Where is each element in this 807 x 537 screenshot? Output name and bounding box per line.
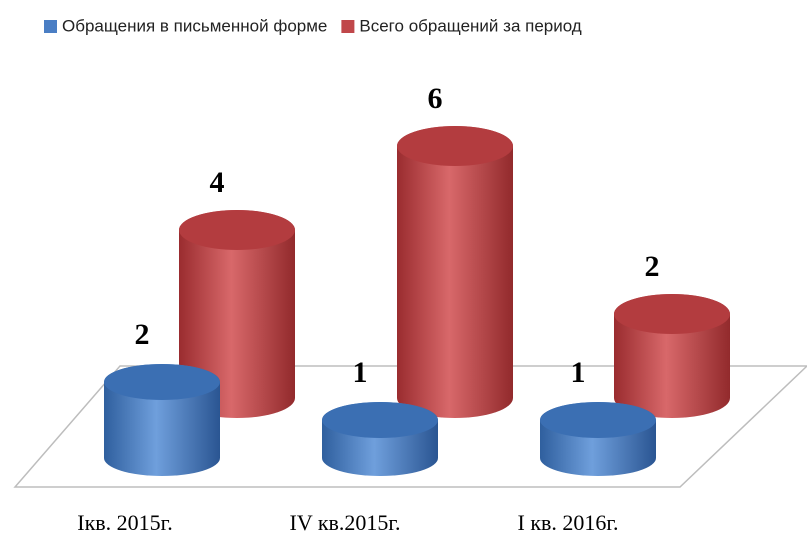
value-label: 2	[135, 318, 150, 351]
floor	[13, 365, 807, 488]
cylinder-top	[614, 294, 730, 334]
value-label: 1	[353, 356, 368, 389]
value-label: 4	[210, 166, 225, 199]
legend-label: Обращения в письменной форме	[62, 16, 327, 35]
cylinder-body	[397, 126, 513, 418]
x-tick-label: I кв. 2016г.	[518, 510, 619, 535]
value-label: 6	[428, 82, 443, 115]
legend-swatch	[341, 20, 355, 33]
cylinder-top	[104, 364, 220, 400]
x-tick-label: Iкв. 2015г.	[77, 510, 172, 535]
legend-label: Всего обращений за период	[359, 16, 581, 35]
value-label: 1	[571, 356, 586, 389]
x-tick-label: IV кв.2015г.	[290, 510, 401, 535]
cylinder-top	[179, 210, 295, 250]
cylinder-top	[397, 126, 513, 166]
cylinder-top	[540, 402, 656, 438]
value-label: 2	[645, 250, 660, 283]
cylinder-body	[179, 210, 295, 418]
legend-swatch	[44, 20, 57, 33]
cylinder-top	[322, 402, 438, 438]
